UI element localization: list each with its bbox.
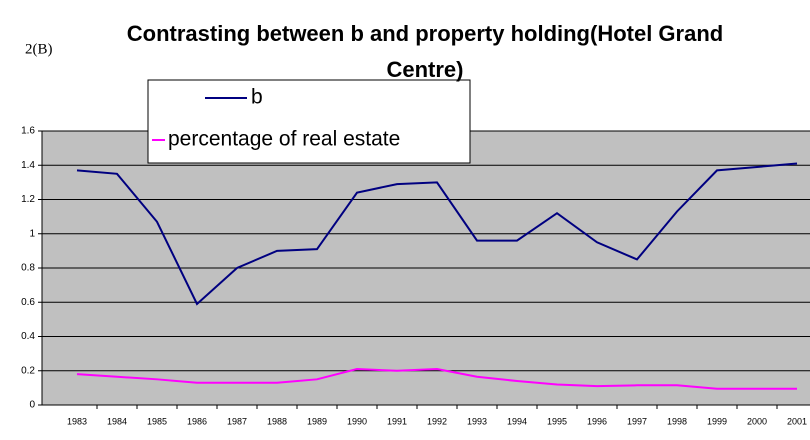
x-tick-label: 1992 (427, 416, 447, 426)
legend-box (147, 79, 471, 164)
y-tick-label: 1.4 (21, 160, 35, 171)
x-tick-label: 2000 (747, 416, 767, 426)
chart-title: Contrasting between b and property holdi… (126, 21, 724, 82)
x-tick-label: 1983 (67, 416, 87, 426)
x-tick-label: 1999 (707, 416, 727, 426)
legend-label: b (251, 86, 263, 109)
y-tick-label: 0.6 (21, 297, 35, 308)
y-tick-label: 0.4 (21, 331, 35, 342)
x-tick-label: 1984 (107, 416, 127, 426)
x-tick-label: 1993 (467, 416, 487, 426)
y-tick-label: 0 (29, 400, 35, 411)
y-tick-label: 1.2 (21, 194, 35, 205)
x-tick-label: 1989 (307, 416, 327, 426)
y-tick-label: 0.8 (21, 263, 35, 274)
x-tick-label: 2001 (787, 416, 807, 426)
y-axis-label: 2(B) (25, 41, 53, 57)
x-tick-label: 1998 (667, 416, 687, 426)
x-tick-label: 1987 (227, 416, 247, 426)
x-tick-label: 1985 (147, 416, 167, 426)
x-tick-label: 1990 (347, 416, 367, 426)
x-tick-label: 1996 (587, 416, 607, 426)
y-tick-label: 1.6 (21, 126, 35, 137)
legend-label: percentage of real estate (168, 128, 400, 151)
series-line (76, 162, 798, 306)
y-tick-label: 0.2 (21, 365, 35, 376)
x-tick-label: 1986 (187, 416, 207, 426)
y-tick-label: 1 (29, 228, 35, 239)
x-tick-label: 1997 (627, 416, 647, 426)
x-tick-label: 1988 (267, 416, 287, 426)
series-line (76, 368, 797, 390)
x-tick-label: 1994 (507, 416, 527, 426)
x-tick-label: 1995 (547, 416, 567, 426)
x-tick-label: 1991 (387, 416, 407, 426)
